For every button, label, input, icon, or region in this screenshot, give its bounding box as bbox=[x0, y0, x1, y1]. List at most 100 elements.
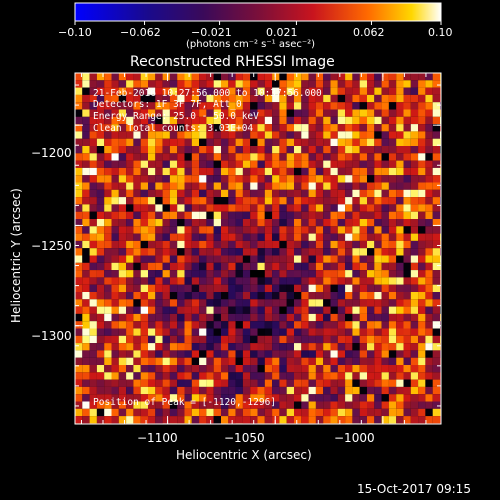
heatmap-pixel bbox=[367, 372, 375, 380]
heatmap-pixel bbox=[126, 131, 134, 139]
heatmap-pixel bbox=[418, 124, 426, 132]
heatmap-pixel bbox=[221, 167, 229, 176]
heatmap-pixel bbox=[140, 189, 148, 198]
heatmap-pixel bbox=[104, 292, 112, 300]
heatmap-pixel bbox=[89, 401, 97, 409]
heatmap-pixel bbox=[89, 416, 97, 424]
heatmap-pixel bbox=[213, 131, 221, 139]
heatmap-pixel bbox=[199, 292, 207, 300]
heatmap-pixel bbox=[330, 138, 338, 146]
heatmap-pixel bbox=[133, 401, 141, 409]
heatmap-pixel bbox=[221, 379, 229, 387]
heatmap-pixel bbox=[184, 357, 192, 365]
heatmap-pixel bbox=[148, 197, 156, 205]
heatmap-pixel bbox=[432, 255, 440, 263]
heatmap-pixel bbox=[345, 386, 353, 395]
heatmap-pixel bbox=[118, 313, 127, 322]
heatmap-pixel bbox=[301, 292, 309, 300]
heatmap-pixel bbox=[96, 365, 105, 373]
heatmap-pixel bbox=[330, 335, 338, 344]
heatmap-pixel bbox=[155, 240, 163, 249]
heatmap-pixel bbox=[191, 73, 200, 81]
heatmap-pixel bbox=[133, 284, 141, 292]
heatmap-pixel bbox=[315, 416, 324, 424]
heatmap-pixel bbox=[345, 73, 353, 81]
heatmap-pixel bbox=[177, 299, 185, 307]
heatmap-pixel bbox=[111, 211, 119, 219]
heatmap-pixel bbox=[374, 102, 382, 110]
heatmap-pixel bbox=[257, 233, 265, 241]
heatmap-pixel bbox=[432, 80, 440, 88]
heatmap-pixel bbox=[323, 87, 331, 95]
heatmap-pixel bbox=[330, 306, 338, 314]
heatmap-pixel bbox=[396, 262, 404, 271]
heatmap-pixel bbox=[148, 386, 156, 395]
heatmap-pixel bbox=[242, 167, 251, 176]
heatmap-pixel bbox=[213, 211, 221, 219]
heatmap-pixel bbox=[162, 408, 170, 417]
heatmap-pixel bbox=[301, 146, 309, 154]
heatmap-pixel bbox=[272, 131, 280, 139]
heatmap-pixel bbox=[111, 357, 119, 365]
heatmap-pixel bbox=[191, 124, 200, 132]
heatmap-pixel bbox=[294, 116, 302, 125]
heatmap-pixel bbox=[235, 292, 243, 300]
heatmap-pixel bbox=[396, 226, 404, 234]
heatmap-pixel bbox=[396, 321, 404, 329]
heatmap-pixel bbox=[199, 219, 207, 227]
heatmap-pixel bbox=[315, 328, 324, 336]
heatmap-pixel bbox=[82, 321, 90, 329]
heatmap-pixel bbox=[272, 167, 280, 176]
heatmap-pixel bbox=[264, 94, 273, 103]
heatmap-pixel bbox=[111, 240, 119, 249]
heatmap-pixel bbox=[184, 175, 192, 183]
heatmap-pixel bbox=[330, 365, 338, 373]
heatmap-pixel bbox=[242, 343, 251, 351]
heatmap-pixel bbox=[111, 321, 119, 329]
heatmap-pixel bbox=[228, 189, 236, 198]
heatmap-pixel bbox=[206, 321, 214, 329]
heatmap-pixel bbox=[206, 189, 214, 198]
heatmap-pixel bbox=[374, 248, 382, 256]
heatmap-pixel bbox=[374, 350, 382, 358]
heatmap-pixel bbox=[169, 386, 178, 395]
heatmap-pixel bbox=[294, 284, 302, 292]
heatmap-pixel bbox=[126, 386, 134, 395]
heatmap-pixel bbox=[82, 80, 90, 88]
heatmap-pixel bbox=[191, 335, 200, 344]
heatmap-pixel bbox=[228, 343, 236, 351]
heatmap-pixel bbox=[118, 94, 127, 103]
heatmap-pixel bbox=[228, 102, 236, 110]
heatmap-pixel bbox=[323, 416, 331, 424]
heatmap-pixel bbox=[235, 313, 243, 322]
heatmap-pixel bbox=[199, 124, 207, 132]
heatmap-pixel bbox=[111, 80, 119, 88]
heatmap-pixel bbox=[286, 167, 294, 176]
heatmap-pixel bbox=[308, 408, 316, 417]
heatmap-pixel bbox=[294, 197, 302, 205]
heatmap-pixel bbox=[381, 204, 389, 212]
heatmap-pixel bbox=[388, 408, 397, 417]
heatmap-pixel bbox=[228, 153, 236, 161]
heatmap-pixel bbox=[133, 343, 141, 351]
heatmap-pixel bbox=[432, 379, 440, 387]
heatmap-pixel bbox=[213, 343, 221, 351]
heatmap-pixel bbox=[410, 102, 419, 110]
heatmap-pixel bbox=[286, 292, 294, 300]
heatmap-pixel bbox=[118, 124, 127, 132]
heatmap-pixel bbox=[206, 255, 214, 263]
heatmap-pixel bbox=[177, 182, 185, 190]
heatmap-pixel bbox=[425, 211, 433, 219]
heatmap-pixel bbox=[410, 189, 419, 198]
heatmap-pixel bbox=[177, 189, 185, 198]
heatmap-pixel bbox=[242, 328, 251, 336]
heatmap-pixel bbox=[82, 343, 90, 351]
heatmap-pixel bbox=[403, 219, 411, 227]
heatmap-pixel bbox=[345, 116, 353, 125]
heatmap-pixel bbox=[206, 335, 214, 344]
heatmap-pixel bbox=[118, 416, 127, 424]
heatmap-pixel bbox=[213, 124, 221, 132]
heatmap-pixel bbox=[301, 335, 309, 344]
heatmap-pixel bbox=[272, 365, 280, 373]
heatmap-pixel bbox=[345, 306, 353, 314]
